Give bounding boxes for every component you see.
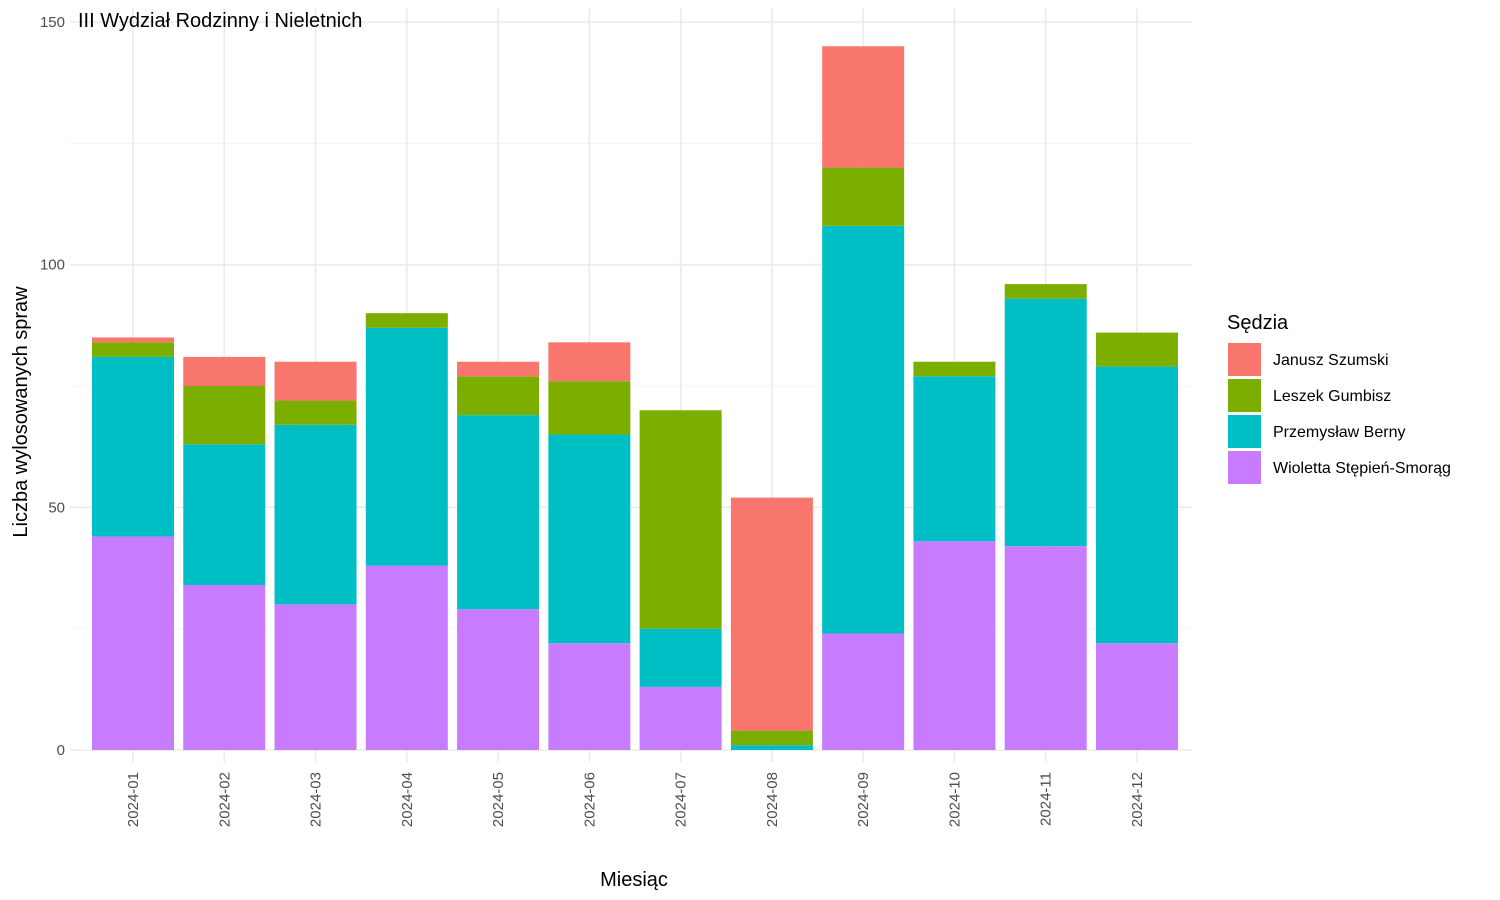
- bar-segment: [639, 410, 722, 629]
- bar-segment: [1004, 546, 1087, 750]
- bar-segment: [548, 342, 631, 382]
- bar-segment: [913, 376, 996, 542]
- legend-swatch: [1228, 343, 1261, 376]
- x-tick-label: 2024-09: [855, 772, 872, 827]
- x-tick-label: 2024-03: [308, 772, 325, 827]
- bar-segment: [365, 313, 448, 328]
- bar-segment: [92, 536, 174, 750]
- bar-segment: [913, 361, 996, 377]
- x-tick-label: 2024-01: [125, 772, 142, 827]
- bar-segment: [548, 381, 631, 435]
- bar-segment: [1095, 366, 1178, 644]
- y-tick-label: 150: [40, 14, 65, 31]
- bar-segment: [639, 686, 722, 750]
- bar-segment: [274, 361, 357, 401]
- bar-segment: [183, 444, 266, 585]
- x-tick-label: 2024-04: [399, 772, 416, 827]
- x-tick-label: 2024-08: [764, 772, 781, 827]
- bar-segment: [730, 745, 813, 750]
- x-tick-label: 2024-02: [216, 772, 233, 827]
- x-tick-label: 2024-07: [673, 772, 690, 827]
- bar-segment: [274, 424, 357, 605]
- bar-segment: [92, 342, 174, 357]
- bar-segment: [822, 46, 905, 168]
- y-tick-label: 100: [40, 257, 65, 274]
- legend-label: Przemysław Berny: [1273, 424, 1405, 441]
- bar-segment: [92, 356, 174, 537]
- x-tick-label: 2024-10: [946, 772, 963, 827]
- bar-segment: [183, 356, 266, 386]
- bar-segment: [457, 376, 540, 416]
- legend-label: Wioletta Stępień-Smorąg: [1273, 460, 1451, 477]
- bar-segment: [92, 337, 174, 343]
- bar-segment: [548, 643, 631, 750]
- bar-segment: [365, 327, 448, 566]
- bar-segment: [822, 225, 905, 634]
- x-tick-label: 2024-12: [1129, 772, 1146, 827]
- y-axis-ticks: 0 50 100 150: [40, 14, 65, 759]
- x-tick-label: 2024-06: [581, 772, 598, 827]
- legend-swatch: [1228, 451, 1261, 484]
- bar-segment: [639, 628, 722, 687]
- x-axis-ticks: 2024-01 2024-02 2024-03 2024-04 2024-05 2024-…: [125, 772, 1146, 827]
- bar-segment: [183, 584, 266, 750]
- legend-swatch: [1228, 415, 1261, 448]
- bar-segment: [730, 497, 813, 731]
- bar-segment: [1004, 284, 1087, 299]
- y-tick-label: 0: [57, 742, 65, 759]
- bar-segment: [183, 386, 266, 445]
- y-axis-title: Liczba wylosowanych spraw: [10, 286, 32, 538]
- bar-segment: [1095, 332, 1178, 367]
- legend-title: Sędzia: [1227, 312, 1289, 334]
- bar-segment: [1004, 298, 1087, 547]
- x-tick-label: 2024-05: [490, 772, 507, 827]
- bar-segment: [1095, 643, 1178, 750]
- bar-segment: [548, 434, 631, 644]
- bar-segment: [730, 730, 813, 746]
- chart-title: III Wydział Rodzinny i Nieletnich: [78, 10, 362, 32]
- bar-segment: [274, 400, 357, 425]
- y-tick-label: 50: [48, 499, 65, 516]
- bar-segment: [457, 609, 540, 750]
- bar-segment: [457, 415, 540, 610]
- bars: [92, 46, 1178, 750]
- legend: Sędzia Janusz Szumski Leszek Gumbisz Przem…: [1227, 312, 1451, 484]
- legend-label: Janusz Szumski: [1273, 352, 1389, 369]
- bar-segment: [457, 361, 540, 377]
- bar-segment: [822, 633, 905, 750]
- bar-segment: [913, 541, 996, 750]
- bar-segment: [365, 565, 448, 750]
- bar-segment: [274, 604, 357, 750]
- bar-segment: [822, 167, 905, 226]
- x-axis-title: Miesiąc: [600, 869, 668, 891]
- legend-label: Leszek Gumbisz: [1273, 388, 1391, 405]
- x-tick-label: 2024-11: [1038, 772, 1055, 826]
- legend-swatch: [1228, 379, 1261, 412]
